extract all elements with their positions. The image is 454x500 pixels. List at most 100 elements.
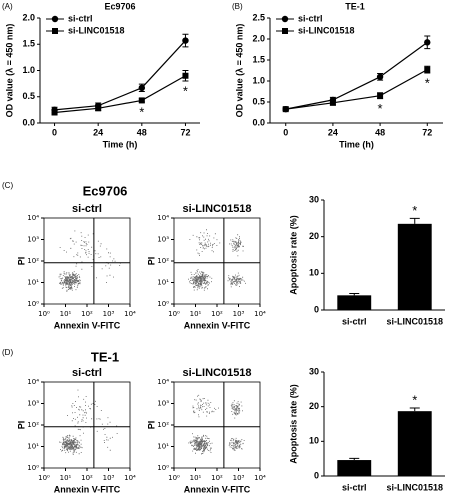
marker	[182, 37, 189, 44]
legend-marker	[51, 15, 59, 23]
x-axis-label: Time (h)	[103, 139, 138, 149]
y-tick-label: 10⁴	[157, 214, 169, 222]
panel-label: (A)	[2, 2, 13, 11]
y-tick-label: 10⁰	[27, 300, 39, 308]
legend-marker	[52, 28, 58, 34]
chart-title: si-LINC01518	[182, 367, 251, 379]
x-axis-label: Time (h)	[339, 139, 374, 149]
y-tick-label: 0.0	[22, 117, 35, 127]
annotation: *	[183, 83, 188, 98]
marker	[138, 97, 145, 104]
y-axis-label: Apoptosis rate (%)	[288, 384, 298, 464]
y-tick-label: 10¹	[157, 443, 169, 451]
bar	[337, 460, 372, 476]
x-tick-label: si-ctrl	[342, 316, 367, 326]
x-tick-label: 10³	[103, 310, 115, 318]
annotation: *	[412, 203, 417, 218]
y-tick-label: 10⁰	[157, 300, 169, 308]
x-tick-label: 0	[283, 127, 288, 137]
event-cloud	[188, 229, 246, 291]
x-tick-label: 10²	[211, 474, 223, 482]
y-axis-label: OD value (λ = 450 nm)	[234, 24, 244, 118]
y-axis-label: OD value (λ = 450 nm)	[4, 24, 14, 118]
x-axis-label: Annexin V-FITC	[54, 320, 121, 330]
y-tick-label: 10¹	[27, 443, 39, 451]
y-tick-label: 10²	[157, 421, 169, 429]
series-line	[285, 69, 428, 110]
x-tick-label: 10²	[81, 474, 93, 482]
x-tick-label: 48	[137, 127, 147, 137]
series-line	[285, 41, 428, 110]
x-tick-label: si-LINC01518	[386, 316, 443, 326]
y-axis-label: PI	[16, 421, 26, 430]
legend-label: si-ctrl	[68, 13, 93, 23]
y-tick-label: 0	[314, 304, 319, 314]
x-tick-label: 10³	[233, 310, 245, 318]
marker	[377, 92, 384, 99]
marker	[282, 106, 289, 113]
group-title: TE-1	[91, 349, 119, 364]
error-bar	[349, 293, 360, 296]
y-tick-label: 10²	[157, 257, 169, 265]
event-cloud	[59, 389, 118, 455]
y-tick-label: 10⁴	[157, 378, 169, 386]
marker	[138, 84, 146, 92]
x-tick-label: 10⁴	[124, 310, 136, 318]
y-tick-label: 10³	[27, 236, 39, 244]
legend-marker	[281, 15, 289, 23]
y-tick-label: 0.0	[252, 117, 265, 127]
x-tick-label: 0	[52, 127, 57, 137]
x-tick-label: 10⁴	[124, 474, 136, 482]
y-tick-label: 0	[314, 470, 319, 480]
x-tick-label: 24	[93, 127, 103, 137]
annotation: *	[412, 392, 417, 407]
x-tick-label: 10⁰	[38, 310, 50, 318]
group-title: Ec9706	[83, 183, 128, 198]
y-tick-label: 1.0	[252, 75, 265, 85]
y-tick-label: 2.5	[252, 12, 265, 22]
y-tick-label: 10⁴	[27, 378, 39, 386]
y-tick-label: 0.5	[252, 96, 265, 106]
y-tick-label: 1.5	[22, 39, 35, 49]
x-tick-label: 10¹	[190, 474, 202, 482]
x-tick-label: 24	[328, 127, 338, 137]
x-tick-label: 10²	[211, 310, 223, 318]
x-tick-label: 10⁰	[168, 310, 180, 318]
x-tick-label: 10⁰	[38, 474, 50, 482]
panel-label: (B)	[232, 2, 243, 11]
bar	[397, 223, 432, 310]
x-tick-label: si-LINC01518	[386, 482, 443, 492]
chart-title: Ec9706	[104, 1, 135, 11]
panel-label: (C)	[2, 181, 13, 190]
y-tick-label: 1.0	[22, 65, 35, 75]
x-tick-label: 10³	[103, 474, 115, 482]
plot-frame	[43, 217, 131, 305]
x-tick-label: 72	[180, 127, 190, 137]
chart-title: si-ctrl	[72, 203, 102, 215]
y-tick-label: 10³	[157, 236, 169, 244]
legend-label: si-LINC01518	[68, 25, 125, 35]
marker	[424, 66, 431, 73]
y-tick-label: 10²	[27, 257, 39, 265]
y-axis-label: PI	[146, 257, 156, 266]
x-axis-label: Annexin V-FITC	[54, 484, 121, 494]
marker	[329, 99, 336, 106]
y-tick-label: 10³	[27, 400, 39, 408]
chart-title: TE-1	[345, 1, 365, 11]
series-line	[54, 75, 186, 114]
legend-marker	[282, 28, 288, 34]
y-axis-label: PI	[146, 421, 156, 430]
event-cloud	[58, 230, 121, 292]
marker	[424, 39, 431, 46]
y-axis-label: PI	[16, 257, 26, 266]
legend-label: si-LINC01518	[298, 25, 355, 35]
panel-label: (D)	[2, 348, 13, 357]
error-bar	[349, 457, 360, 461]
marker	[51, 109, 58, 116]
plot-frame	[173, 381, 261, 469]
y-tick-label: 2.0	[22, 12, 35, 22]
y-tick-label: 10	[309, 268, 319, 278]
error-bar	[409, 407, 420, 412]
x-axis-label: Annexin V-FITC	[184, 484, 251, 494]
event-cloud	[188, 394, 245, 455]
